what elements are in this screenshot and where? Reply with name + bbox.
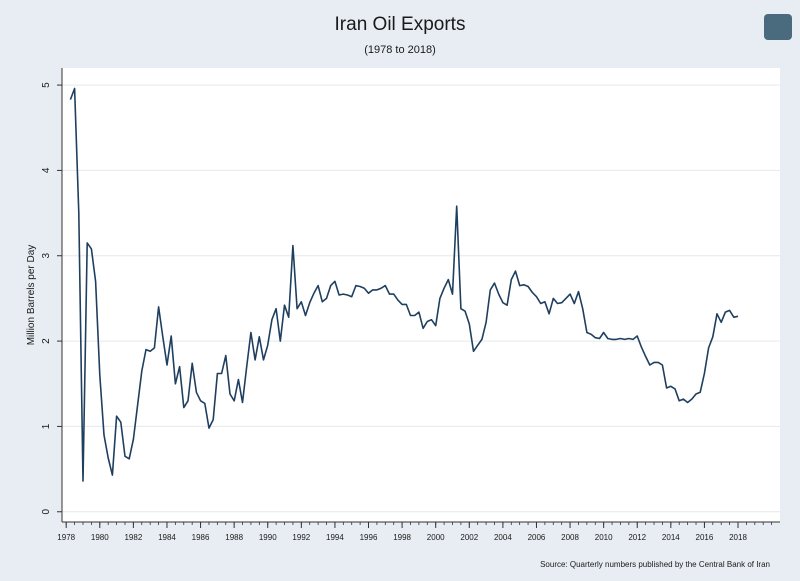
y-tick-label: 3 — [41, 253, 52, 259]
x-tick-label: 2006 — [528, 533, 546, 542]
x-tick-label: 1980 — [91, 533, 109, 542]
x-tick-label: 1990 — [259, 533, 277, 542]
y-axis-label: Million Barrels per Day — [26, 245, 37, 346]
x-tick-label: 2016 — [696, 533, 714, 542]
series-line — [69, 87, 739, 482]
y-tick-label: 4 — [41, 167, 52, 173]
x-tick-label: 1986 — [192, 533, 210, 542]
x-tick-label: 1998 — [393, 533, 411, 542]
y-tick-label: 2 — [41, 338, 52, 344]
y-tick-label: 1 — [41, 423, 52, 429]
chart-subtitle: (1978 to 2018) — [364, 44, 436, 56]
x-tick-label: 1992 — [292, 533, 310, 542]
chart-title: Iran Oil Exports — [334, 14, 466, 35]
x-tick-label: 2004 — [494, 533, 512, 542]
plot-area — [62, 68, 780, 522]
x-tick-label: 2018 — [729, 533, 747, 542]
x-tick-label: 2000 — [427, 533, 445, 542]
x-tick-label: 2014 — [662, 533, 680, 542]
x-tick-label: 2008 — [561, 533, 579, 542]
y-tick-label: 5 — [41, 82, 52, 88]
x-tick-label: 1996 — [360, 533, 378, 542]
x-tick-label: 1988 — [225, 533, 243, 542]
x-tick-label: 2002 — [460, 533, 478, 542]
x-tick-label: 2010 — [595, 533, 613, 542]
x-tick-label: 1982 — [124, 533, 142, 542]
x-tick-label: 1994 — [326, 533, 344, 542]
x-tick-label: 2012 — [628, 533, 646, 542]
y-tick-label: 0 — [41, 509, 52, 515]
x-tick-label: 1984 — [158, 533, 176, 542]
watermark-logo — [764, 14, 792, 40]
x-tick-label: 1978 — [57, 533, 75, 542]
source-note: Source: Quarterly numbers published by t… — [540, 560, 770, 569]
